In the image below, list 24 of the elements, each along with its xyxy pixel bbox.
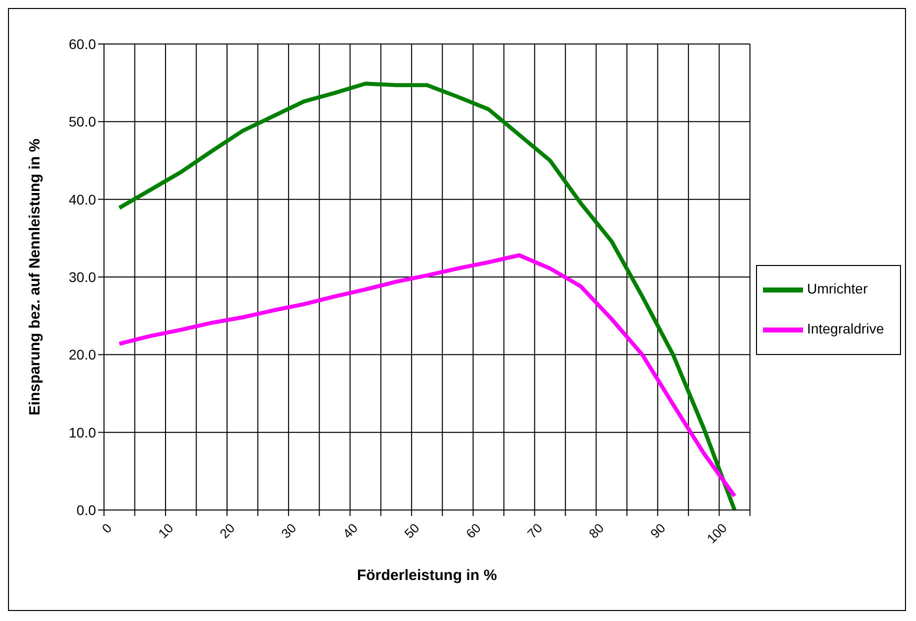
x-tick-label: 100 [704,520,730,546]
y-tick-label: 20.0 [68,346,96,363]
x-tick-label: 0 [98,520,115,536]
y-axis-title: Einsparung bez. auf Nennleistung in % [26,138,44,416]
x-tick-label: 70 [524,520,546,542]
x-tick-label: 20 [216,520,238,542]
x-tick-label: 10 [155,520,176,542]
y-tick-label: 40.0 [68,191,96,208]
y-tick-label: 0.0 [76,502,96,518]
x-tick-label: 90 [647,520,668,542]
y-tick-label: 60.0 [68,36,96,52]
y-tick-label: 10.0 [68,424,96,440]
line-series [117,253,737,498]
y-tick-label: 50.0 [68,114,96,130]
x-tick-label: 80 [586,520,607,542]
x-tick-label: 40 [340,520,361,542]
y-tick-label: 30.0 [68,268,96,285]
legend-label: Umrichter [806,280,868,296]
x-tick-label: 60 [462,520,484,542]
x-tick-label: 30 [278,520,300,542]
x-tick-label: 50 [401,520,422,542]
x-axis-title: Förderleistung in % [356,567,497,584]
legend-label: Integraldrive [806,320,884,336]
line-series [117,82,737,510]
